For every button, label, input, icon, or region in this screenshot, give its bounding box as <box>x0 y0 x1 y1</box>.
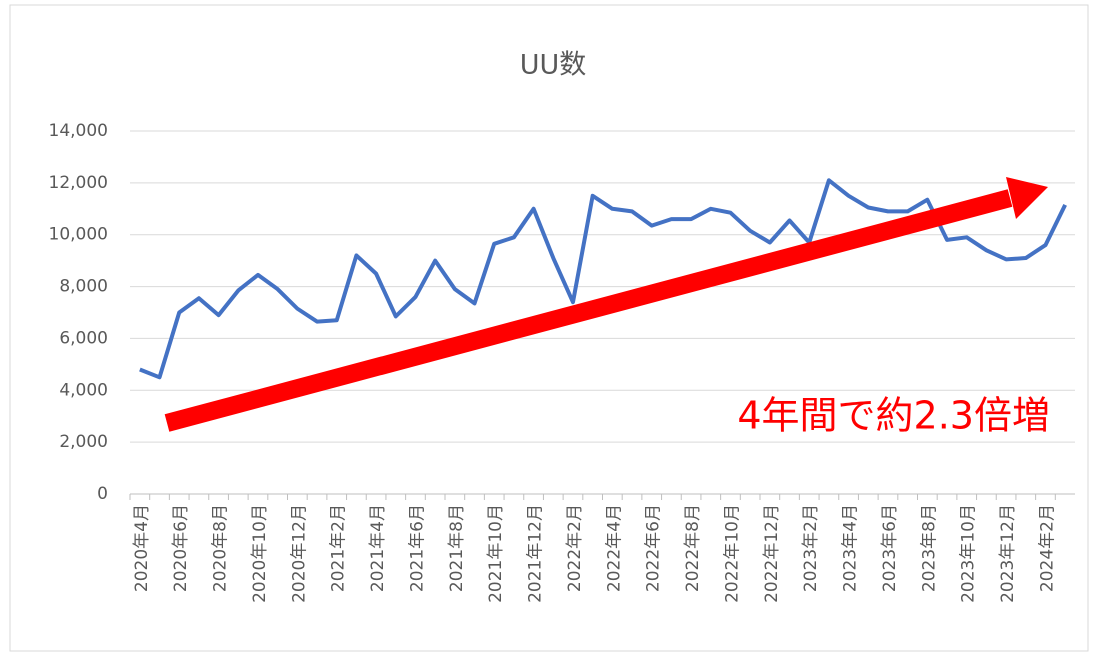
chart-title: UU数 <box>520 50 587 81</box>
x-tick-label: 2020年8月 <box>211 504 231 592</box>
x-tick-label: 2020年6月 <box>171 504 191 592</box>
x-tick-label: 2021年8月 <box>447 504 467 592</box>
x-tick-label: 2023年4月 <box>841 504 861 592</box>
series-line <box>139 178 1067 380</box>
x-tick-label: 2023年8月 <box>919 504 939 592</box>
y-tick-label: 0 <box>97 484 108 504</box>
x-tick-label: 2020年12月 <box>289 504 309 603</box>
x-tick-label: 2021年12月 <box>526 504 546 603</box>
annotation: 4年間で約2.3倍増 <box>737 394 1050 438</box>
x-tick-label: 2020年10月 <box>250 504 270 603</box>
x-tick-label: 2022年8月 <box>683 504 703 592</box>
x-tick-label: 2022年12月 <box>762 504 782 603</box>
x-tick-label: 2021年6月 <box>407 504 427 592</box>
trend-arrow-head <box>1006 177 1048 219</box>
x-tick-label: 2021年2月 <box>329 504 349 592</box>
trend-arrow-shaft <box>164 189 1013 432</box>
y-tick-label: 4,000 <box>59 380 108 400</box>
y-tick-label: 12,000 <box>49 173 108 193</box>
x-tick-label: 2022年4月 <box>604 504 624 592</box>
x-tick-label: 2022年10月 <box>722 504 742 603</box>
x-tick-label: 2023年12月 <box>998 504 1018 603</box>
x-tick-label: 2022年2月 <box>565 504 585 592</box>
x-tick-label: 2022年6月 <box>644 504 664 592</box>
x-tick-label: 2021年4月 <box>368 504 388 592</box>
x-tick-label: 2020年4月 <box>132 504 152 592</box>
x-tick-label: 2024年2月 <box>1037 504 1057 592</box>
y-tick-label: 10,000 <box>49 225 108 245</box>
x-tick-label: 2021年10月 <box>486 504 506 603</box>
x-tick-label: 2023年2月 <box>801 504 821 592</box>
y-tick-label: 14,000 <box>49 121 108 141</box>
y-tick-label: 2,000 <box>59 432 108 452</box>
y-tick-label: 6,000 <box>59 328 108 348</box>
x-tick-label: 2023年10月 <box>959 504 979 603</box>
x-tick-label: 2023年6月 <box>880 504 900 592</box>
y-tick-label: 8,000 <box>59 277 108 297</box>
